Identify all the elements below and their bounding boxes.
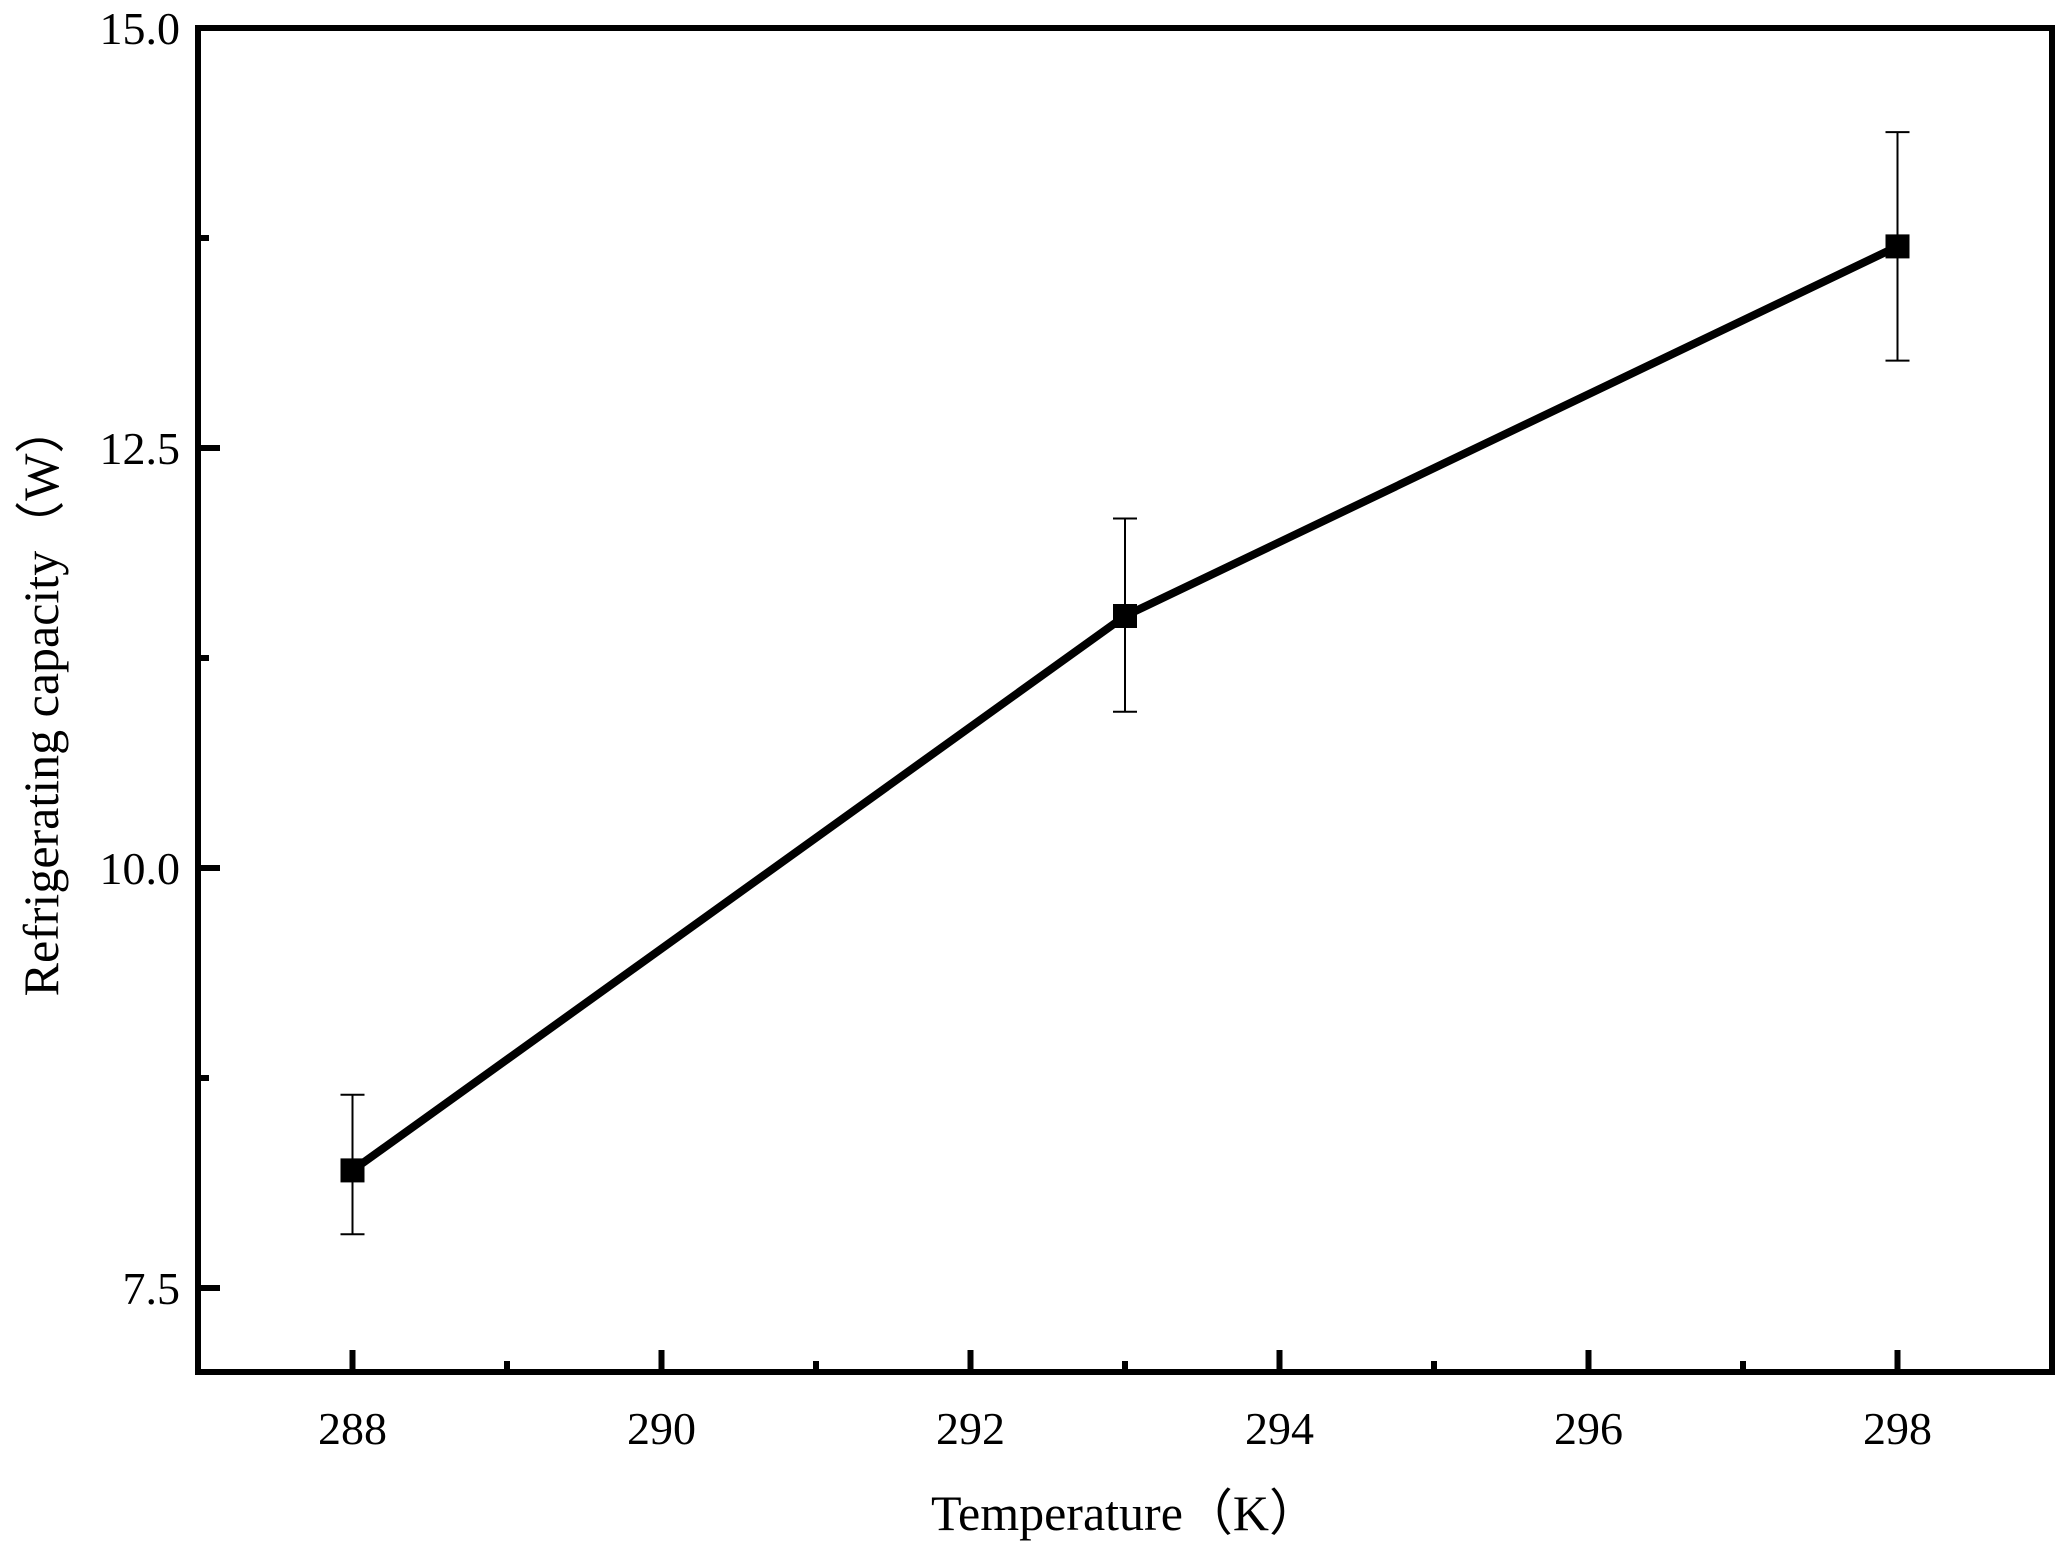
x-tick-label: 298	[1863, 1403, 1932, 1454]
y-tick-label: 10.0	[100, 843, 181, 894]
plot-area	[340, 131, 1910, 1236]
y-tick-label: 7.5	[123, 1263, 181, 1314]
x-tick-label: 294	[1245, 1403, 1314, 1454]
x-axis-title: Temperature（K）	[931, 1485, 1319, 1541]
tick-labels: 288 290 292 294 296 298 7.5 10.0 12.5 15.0	[100, 3, 1933, 1454]
data-point	[1113, 604, 1137, 628]
x-tick-label: 290	[627, 1403, 696, 1454]
axis-ticks	[198, 25, 1901, 1372]
y-tick-label: 15.0	[100, 3, 181, 54]
data-point	[1885, 234, 1910, 259]
y-tick-label: 12.5	[100, 423, 181, 474]
x-tick-label: 288	[318, 1403, 387, 1454]
data-point	[340, 1158, 365, 1183]
x-tick-label: 296	[1554, 1403, 1623, 1454]
y-axis-title: Refrigerating capacity（W）	[13, 404, 69, 997]
plot-frame	[195, 25, 2055, 1375]
x-tick-label: 292	[936, 1403, 1005, 1454]
